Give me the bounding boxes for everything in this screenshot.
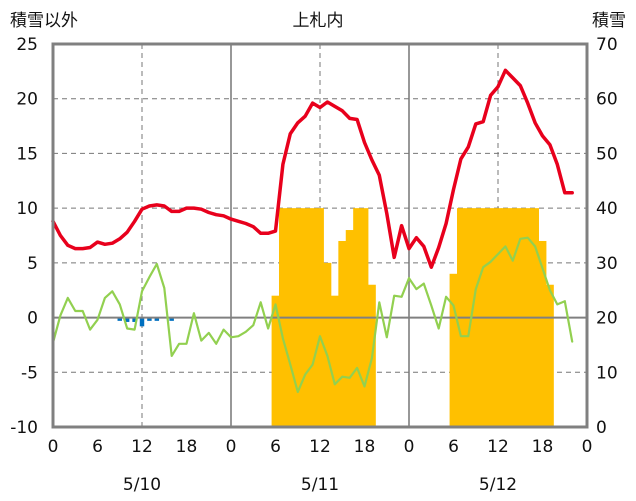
precip-bar xyxy=(124,317,130,322)
x-tick-label: 6 xyxy=(448,437,459,457)
left-tick-label: -10 xyxy=(10,418,38,438)
left-tick-label: 0 xyxy=(27,309,38,329)
snow_depth-bar xyxy=(546,284,554,427)
precip-bar xyxy=(169,317,174,321)
plot-frame xyxy=(51,42,589,429)
x-tick-label: 6 xyxy=(92,437,103,457)
title-group: 積雪以外 上札内 積雪 xyxy=(10,11,626,31)
left-tick-label: 25 xyxy=(16,35,38,55)
x-tick-labels: 0 6 12 18 0 6 12 18 0 6 12 18 0 xyxy=(48,437,593,457)
series-lines xyxy=(51,68,574,394)
left-tick-label: 20 xyxy=(16,90,38,110)
x-tick-label: 6 xyxy=(270,437,281,457)
x-tick-label: 0 xyxy=(404,437,415,457)
x-tick-label: 18 xyxy=(176,437,198,457)
x-tick-label: 0 xyxy=(48,437,59,457)
x-tick-label: 12 xyxy=(131,437,153,457)
chart-title: 上札内 xyxy=(293,11,344,31)
snow_depth-bar xyxy=(330,295,339,427)
x-tick-label: 0 xyxy=(582,437,593,457)
x-tick-label: 12 xyxy=(487,437,509,457)
snow_depth-bar xyxy=(271,295,280,427)
left-axis-label: 積雪以外 xyxy=(10,11,78,31)
date-label: 5/10 xyxy=(123,475,161,495)
precip-bar xyxy=(147,317,152,321)
precip-bar xyxy=(132,317,137,322)
left-tick-label: -5 xyxy=(21,363,38,383)
left-tick-labels: 25 20 15 10 5 0 -5 -10 xyxy=(10,35,38,438)
snow_depth-bar xyxy=(345,230,354,427)
precip-bar xyxy=(139,317,145,327)
right-tick-label: 50 xyxy=(596,144,618,164)
right-tick-label: 20 xyxy=(596,309,618,329)
x-tick-label: 12 xyxy=(309,437,331,457)
left-tick-label: 5 xyxy=(27,254,38,274)
left-tick-label: 10 xyxy=(16,199,38,219)
precip-bar xyxy=(154,317,160,321)
right-tick-labels: 70 60 50 40 30 20 10 0 xyxy=(596,35,618,438)
precip-bars xyxy=(117,317,174,327)
temperature-line xyxy=(51,68,574,269)
snow_depth-bar xyxy=(323,262,332,427)
snow_depth-bar xyxy=(538,240,547,427)
x-tick-label: 18 xyxy=(532,437,554,457)
x-tick-label: 18 xyxy=(354,437,376,457)
snow_depth-bar xyxy=(449,273,458,427)
right-tick-label: 70 xyxy=(596,35,618,55)
date-label: 5/11 xyxy=(301,475,339,495)
left-tick-label: 15 xyxy=(16,144,38,164)
right-tick-label: 10 xyxy=(596,363,618,383)
right-tick-label: 0 xyxy=(596,418,607,438)
right-tick-label: 30 xyxy=(596,254,618,274)
date-label: 5/12 xyxy=(479,475,517,495)
x-tick-label: 0 xyxy=(226,437,237,457)
right-tick-label: 60 xyxy=(596,90,618,110)
right-tick-label: 40 xyxy=(596,199,618,219)
precip-bar xyxy=(117,317,122,321)
other-line xyxy=(51,236,574,394)
snow_depth-bar xyxy=(338,240,347,427)
right-axis-label: 積雪 xyxy=(592,11,626,31)
date-labels: 5/10 5/11 5/12 xyxy=(123,475,517,495)
